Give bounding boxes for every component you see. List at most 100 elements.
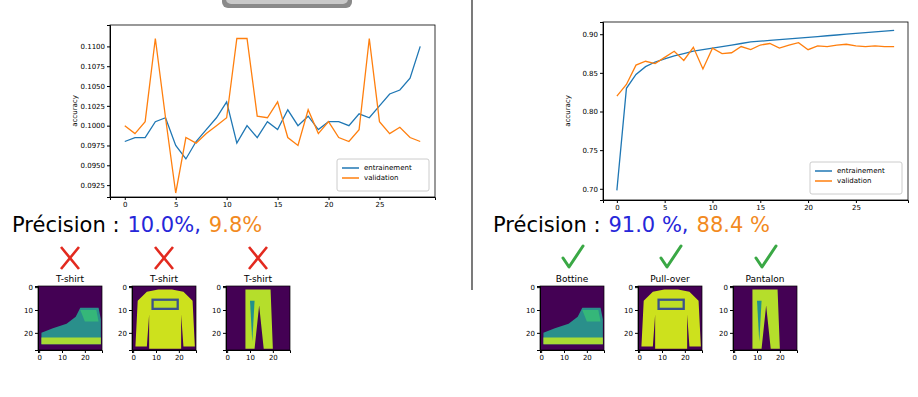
y-axis-tick-mark (223, 310, 226, 311)
x-axis-line (133, 351, 197, 354)
x-axis-tick-mark (329, 197, 330, 200)
y-axis-tick-mark (730, 333, 733, 334)
y-axis-tick-mark (107, 86, 110, 87)
score-part: 91.0 %, (608, 213, 688, 237)
image-title: Bottine (556, 274, 589, 284)
x-axis-tick-label: 10 (709, 204, 718, 212)
legend-swatch (342, 177, 359, 179)
check-icon (661, 246, 681, 267)
legend-label: entrainement (837, 167, 885, 175)
y-axis-title: accuracy (564, 95, 572, 127)
line-chart: 05101520250.700.750.800.850.90accuracyen… (564, 22, 909, 212)
legend: entrainementvalidation (337, 159, 429, 191)
image-panel: 0102001020Pull-over (624, 246, 702, 362)
x-axis-tick-mark (179, 350, 180, 353)
line-chart: 05101520250.09250.09500.09750.10000.1025… (71, 25, 436, 209)
x-axis-tick-label: 10 (223, 201, 232, 209)
trouser-shade (757, 301, 762, 342)
y-axis-tick-mark (600, 112, 603, 113)
x-axis-tick: 15 (756, 200, 765, 212)
x-axis-tick-label: 20 (325, 201, 334, 209)
image-frame (733, 286, 797, 350)
image-background (226, 286, 290, 350)
y-axis-tick: 10 (118, 307, 132, 315)
boot-sole (543, 337, 602, 344)
image-background (733, 286, 797, 350)
figure: 0 5 10 15 20 25 0.09250.09500.09750.10000.1025… (0, 0, 918, 397)
y-axis: 0.09250.09500.09750.10000.10250.10500.10… (81, 26, 111, 198)
trouser (245, 289, 272, 348)
y-axis-line (129, 287, 133, 351)
y-axis-tick: 20 (526, 330, 540, 338)
x-axis-line (39, 351, 103, 354)
x-axis: 01020 (37, 350, 102, 362)
legend-swatch (342, 167, 359, 169)
image (540, 286, 604, 350)
trouser-shade (250, 301, 255, 342)
x-axis-tick-label: 0 (225, 354, 229, 362)
x-axis: 01020 (637, 350, 702, 362)
pullover-logo (657, 299, 684, 310)
legend-box (810, 162, 902, 194)
y-axis-tick: 20 (212, 330, 226, 338)
y-axis-tick: 0.75 (582, 147, 603, 155)
boot (41, 308, 100, 345)
y-axis-line (600, 23, 604, 201)
image-frame (540, 286, 604, 350)
x-axis-tick-label: 25 (852, 204, 861, 212)
y-axis-tick-label: 10 (526, 307, 535, 315)
y-axis-tick-mark (35, 310, 38, 311)
y-axis-tick-label: 0.85 (582, 70, 598, 78)
x-axis-tick: 0 (539, 350, 543, 362)
image-frame (132, 286, 196, 350)
series-line (125, 38, 420, 193)
y-axis: 01020 (624, 284, 638, 351)
boot-sole (41, 337, 100, 344)
y-axis-tick-label: 0.1075 (81, 63, 106, 71)
x-axis-tick-label: 0 (37, 354, 41, 362)
boot (543, 308, 602, 345)
image (132, 286, 196, 350)
pullover (135, 289, 194, 348)
pullover (641, 289, 700, 348)
legend-label: entrainement (364, 164, 412, 172)
x-axis-tick-mark (760, 200, 761, 203)
y-axis-tick-label: 10 (719, 307, 728, 315)
y-axis-tick-label: 0.1100 (81, 43, 106, 51)
x-axis-line (227, 351, 291, 354)
y-axis-tick-label: 20 (719, 330, 728, 338)
image (733, 286, 797, 350)
x-axis-tick-mark (856, 200, 857, 203)
x-axis-tick-mark (734, 350, 735, 353)
y-axis-tick-mark (635, 333, 638, 334)
y-axis-tick-mark (107, 126, 110, 127)
score-text: Précision :91.0 %,88.4 % (493, 213, 770, 237)
score-part: 9.8% (209, 213, 262, 237)
x-axis-tick: 0 (225, 350, 229, 362)
x-axis-tick-mark (685, 350, 686, 353)
y-axis-tick-mark (537, 333, 540, 334)
y-axis-tick: 0.80 (582, 108, 603, 116)
x-axis-tick-label: 10 (152, 354, 161, 362)
y-axis-line (35, 287, 39, 351)
y-axis-tick-label: 10 (624, 307, 633, 315)
y-axis-tick-label: 20 (118, 330, 127, 338)
y-axis-tick-mark (107, 185, 110, 186)
series-line (617, 30, 894, 190)
y-axis-tick-mark (730, 310, 733, 311)
x-axis-tick: 0 (123, 197, 127, 209)
x-axis-tick-label: 20 (175, 354, 184, 362)
y-axis-tick-mark (600, 34, 603, 35)
x-axis-line (734, 351, 798, 354)
y-axis-tick-mark (635, 287, 638, 288)
x-axis-tick-label: 10 (246, 354, 255, 362)
image-title: T-shirt (55, 274, 85, 284)
x-axis-tick-label: 0 (615, 204, 619, 212)
x-axis-tick: 5 (663, 200, 667, 212)
x-axis-tick-label: 20 (583, 354, 592, 362)
check-icon (563, 246, 583, 267)
separator (471, 0, 472, 290)
y-axis-tick: 0 (724, 284, 733, 292)
y-axis-tick-mark (600, 189, 603, 190)
x-axis-tick-mark (227, 197, 228, 200)
